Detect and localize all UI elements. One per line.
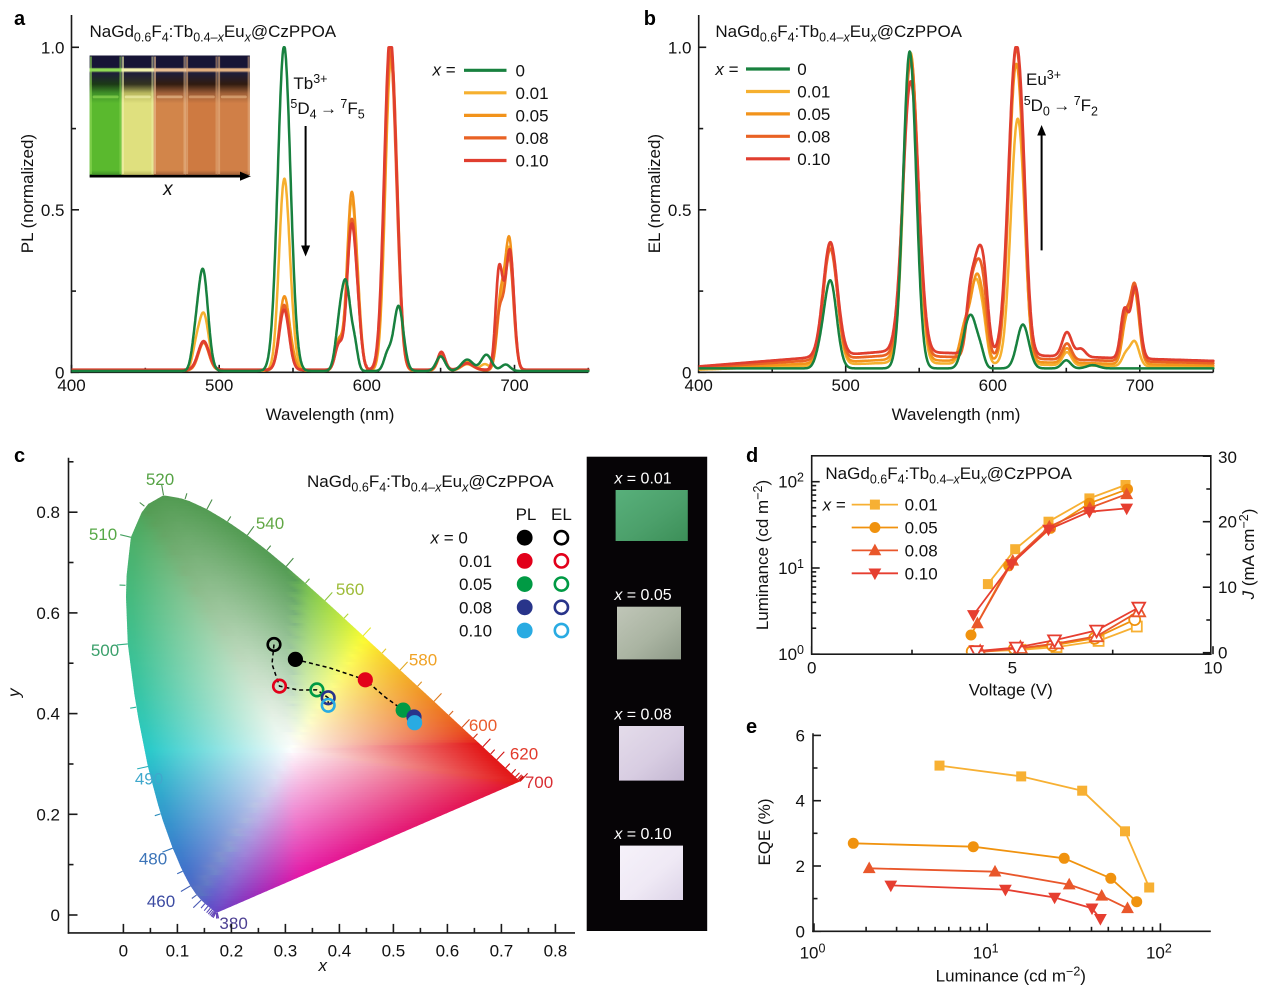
svg-text:0.2: 0.2	[36, 805, 60, 824]
svg-text:e: e	[746, 716, 757, 738]
svg-text:700: 700	[500, 376, 528, 395]
svg-text:0: 0	[1218, 644, 1227, 663]
svg-text:0: 0	[516, 61, 525, 80]
svg-text:6: 6	[796, 726, 805, 745]
svg-text:1.0: 1.0	[668, 38, 692, 57]
svg-text:500: 500	[91, 641, 119, 660]
svg-text:0.05: 0.05	[516, 106, 549, 125]
svg-text:5D4 → 7F5: 5D4 → 7F5	[290, 97, 364, 122]
svg-text:EL (normalized): EL (normalized)	[645, 134, 664, 253]
svg-text:Luminance (cd m−2): Luminance (cd m−2)	[751, 480, 772, 630]
svg-text:0.6: 0.6	[36, 604, 60, 623]
svg-text:400: 400	[685, 376, 713, 395]
svg-text:0: 0	[51, 906, 60, 925]
svg-text:0.10: 0.10	[905, 564, 938, 583]
svg-text:30: 30	[1218, 448, 1237, 467]
svg-text:EQE (%): EQE (%)	[755, 798, 774, 865]
svg-text:0.10: 0.10	[459, 622, 492, 641]
svg-text:b: b	[644, 8, 656, 30]
svg-text:0.08: 0.08	[905, 541, 938, 560]
svg-text:0.8: 0.8	[36, 503, 60, 522]
svg-text:5: 5	[1008, 659, 1017, 678]
svg-text:x: x	[162, 179, 174, 200]
svg-text:x = 0.01: x = 0.01	[613, 471, 671, 488]
svg-text:500: 500	[832, 376, 860, 395]
svg-text:0.4: 0.4	[36, 705, 60, 724]
svg-text:0.01: 0.01	[797, 83, 830, 102]
svg-text:Wavelength (nm): Wavelength (nm)	[266, 405, 395, 424]
svg-text:0.5: 0.5	[382, 942, 406, 961]
svg-text:y: y	[4, 687, 23, 698]
svg-text:x = 0.10: x = 0.10	[613, 826, 671, 843]
svg-text:x: x	[318, 956, 328, 975]
svg-text:c: c	[14, 445, 25, 467]
svg-text:0.01: 0.01	[905, 496, 938, 515]
svg-text:x =: x =	[432, 61, 456, 80]
svg-text:400: 400	[57, 376, 85, 395]
svg-text:0.2: 0.2	[220, 942, 244, 961]
svg-text:0.3: 0.3	[274, 942, 298, 961]
svg-text:510: 510	[89, 525, 117, 544]
svg-text:600: 600	[469, 716, 497, 735]
svg-text:0.6: 0.6	[436, 942, 460, 961]
svg-text:520: 520	[146, 470, 174, 489]
svg-text:580: 580	[409, 651, 437, 670]
svg-text:0.08: 0.08	[797, 127, 830, 146]
svg-text:Luminance (cd m−2): Luminance (cd m−2)	[936, 965, 1086, 986]
svg-text:2: 2	[796, 857, 805, 876]
svg-text:4: 4	[796, 792, 805, 811]
svg-text:Wavelength (nm): Wavelength (nm)	[892, 405, 1021, 424]
svg-text:0: 0	[797, 60, 806, 79]
svg-text:10: 10	[1218, 578, 1237, 597]
svg-text:1.0: 1.0	[41, 38, 65, 57]
svg-text:Voltage (V): Voltage (V)	[969, 681, 1053, 700]
svg-text:PL (normalized): PL (normalized)	[18, 134, 37, 253]
svg-text:0.01: 0.01	[516, 84, 549, 103]
svg-text:x = 0.05: x = 0.05	[613, 587, 671, 604]
svg-text:700: 700	[525, 773, 553, 792]
svg-text:460: 460	[147, 892, 175, 911]
svg-text:0.05: 0.05	[797, 105, 830, 124]
svg-text:PL: PL	[516, 505, 537, 524]
svg-text:0.08: 0.08	[459, 598, 492, 617]
svg-text:700: 700	[1126, 376, 1154, 395]
svg-text:0.08: 0.08	[516, 129, 549, 148]
svg-text:0.1: 0.1	[166, 942, 190, 961]
svg-text:540: 540	[256, 514, 284, 533]
svg-text:380: 380	[219, 914, 247, 933]
svg-text:x =: x =	[714, 60, 738, 79]
svg-text:EL: EL	[551, 505, 572, 524]
svg-text:0.8: 0.8	[544, 942, 568, 961]
svg-text:0: 0	[119, 942, 128, 961]
svg-text:a: a	[14, 8, 26, 30]
svg-text:x = 0: x = 0	[430, 529, 468, 548]
svg-text:x =: x =	[822, 496, 846, 515]
svg-text:620: 620	[510, 745, 538, 764]
svg-text:490: 490	[135, 770, 163, 789]
svg-text:0.4: 0.4	[328, 942, 352, 961]
svg-text:d: d	[746, 445, 758, 467]
svg-text:0: 0	[796, 922, 805, 941]
svg-text:500: 500	[205, 376, 233, 395]
svg-text:0.5: 0.5	[41, 201, 65, 220]
svg-text:480: 480	[139, 850, 167, 869]
svg-text:0.10: 0.10	[797, 150, 830, 169]
svg-text:0.10: 0.10	[516, 152, 549, 171]
svg-text:600: 600	[979, 376, 1007, 395]
svg-text:0: 0	[807, 659, 816, 678]
svg-text:0.7: 0.7	[490, 942, 514, 961]
svg-text:x = 0.08: x = 0.08	[613, 707, 671, 724]
svg-text:560: 560	[336, 580, 364, 599]
svg-text:0.5: 0.5	[668, 201, 692, 220]
svg-text:5D0 → 7F2: 5D0 → 7F2	[1024, 94, 1098, 119]
svg-text:20: 20	[1218, 513, 1237, 532]
svg-text:0.05: 0.05	[459, 575, 492, 594]
svg-text:0.05: 0.05	[905, 519, 938, 538]
svg-text:600: 600	[353, 376, 381, 395]
svg-text:0.01: 0.01	[459, 552, 492, 571]
